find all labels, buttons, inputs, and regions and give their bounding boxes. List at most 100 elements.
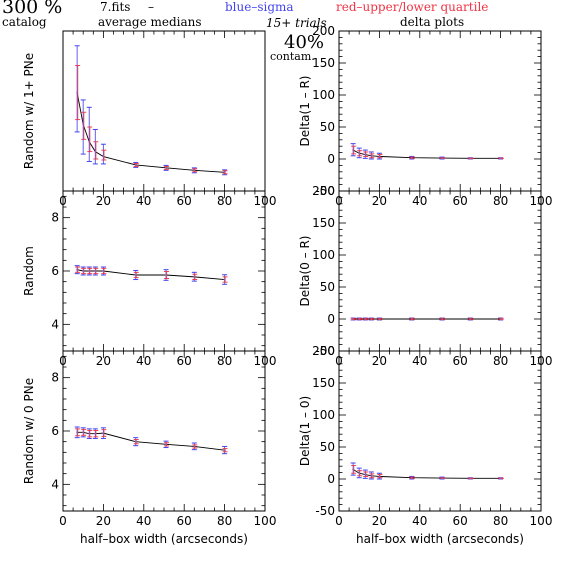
y-tick-label: 150: [312, 56, 335, 70]
x-tick-label: 80: [217, 194, 232, 208]
median-point: [358, 318, 361, 320]
y-tick-label: 0: [327, 312, 335, 326]
median-point: [378, 155, 381, 158]
y-axis-label: Delta(1 – R): [298, 76, 312, 147]
medians-label: average medians: [98, 15, 202, 29]
y-tick-label: 6: [51, 264, 59, 278]
panel-frame: [338, 30, 542, 192]
median-point: [102, 270, 105, 272]
y-axis-label: Delta(1 – 0): [298, 396, 312, 466]
contam-label: contam.: [270, 50, 315, 63]
x-tick-label: 40: [412, 194, 427, 208]
median-point: [364, 318, 367, 320]
y-tick-label: 8: [51, 371, 59, 385]
median-point: [134, 164, 137, 166]
median-point: [410, 318, 413, 320]
x-tick-label: 60: [177, 354, 192, 368]
median-point: [499, 477, 502, 480]
y-tick-label: 0: [327, 472, 335, 486]
x-axis-label: half–box width (arcseconds): [80, 532, 248, 546]
median-point: [193, 169, 196, 172]
x-tick-label: 20: [372, 354, 387, 368]
red-quartile-label: red–upper/lower quartile: [336, 0, 489, 14]
median-point: [82, 123, 85, 126]
y-axis-label: Random w/ 1+ PNe: [22, 53, 36, 169]
median-point: [76, 268, 79, 271]
x-tick-label: 0: [335, 514, 343, 528]
median-point: [94, 432, 97, 435]
median-point: [358, 152, 361, 155]
x-tick-label: 100: [254, 514, 277, 528]
x-tick-label: 40: [136, 514, 151, 528]
median-point: [88, 270, 91, 272]
y-tick-label: 200: [312, 24, 335, 38]
x-tick-label: 60: [453, 354, 468, 368]
median-point: [441, 318, 443, 320]
median-line: [77, 431, 225, 451]
x-tick-label: 20: [96, 194, 111, 208]
panel-frame: [338, 350, 542, 512]
median-point: [165, 274, 167, 276]
blue-sigma-label: blue–sigma: [225, 0, 294, 14]
x-tick-label: 80: [217, 354, 232, 368]
x-tick-label: 20: [372, 194, 387, 208]
y-tick-label: 4: [51, 477, 59, 491]
median-point: [370, 318, 373, 320]
median-point: [134, 440, 137, 443]
header-dash: –: [148, 0, 154, 14]
median-point: [88, 140, 91, 143]
median-point: [223, 278, 226, 281]
median-point: [193, 445, 196, 448]
panel-frame: [62, 350, 266, 512]
y-tick-label: 200: [312, 184, 335, 198]
median-point: [193, 275, 196, 278]
median-point: [364, 153, 367, 156]
x-tick-label: 100: [530, 514, 553, 528]
x-tick-label: 40: [136, 194, 151, 208]
x-tick-label: 80: [493, 354, 508, 368]
median-point: [370, 154, 373, 157]
median-point: [410, 156, 413, 159]
catalog-label: catalog: [2, 15, 47, 29]
y-axis-label: Delta(0 – R): [298, 236, 312, 307]
x-tick-label: 80: [493, 514, 508, 528]
median-point: [352, 318, 355, 320]
y-axis-label: Random w/ 0 PNe: [22, 378, 36, 484]
median-point: [364, 473, 367, 476]
y-tick-label: 0: [327, 152, 335, 166]
median-point: [358, 472, 361, 475]
median-point: [378, 475, 381, 478]
x-tick-label: 80: [217, 514, 232, 528]
median-point: [134, 274, 137, 276]
y-tick-label: 4: [51, 317, 59, 331]
y-tick-label: 50: [320, 280, 335, 294]
median-line: [77, 269, 225, 280]
y-tick-label: -50: [315, 504, 335, 518]
scale-label: 300 %: [2, 0, 63, 18]
median-point: [499, 318, 502, 320]
x-tick-label: 40: [136, 354, 151, 368]
x-tick-label: 80: [493, 194, 508, 208]
median-point: [102, 432, 105, 435]
median-point: [223, 171, 226, 174]
y-tick-label: 100: [312, 88, 335, 102]
median-line: [76, 92, 225, 173]
y-tick-label: 50: [320, 440, 335, 454]
y-tick-label: 150: [312, 216, 335, 230]
x-tick-label: 60: [453, 194, 468, 208]
trials-label: 15+ trials: [266, 16, 327, 30]
median-point: [82, 270, 85, 272]
median-point: [352, 149, 355, 151]
median-point: [370, 474, 373, 477]
median-point: [469, 157, 472, 160]
median-point: [94, 270, 97, 272]
x-tick-label: 20: [96, 354, 111, 368]
contam-value: 40%: [284, 32, 325, 53]
median-point: [165, 166, 167, 169]
median-point: [88, 432, 91, 435]
median-point: [165, 443, 167, 446]
y-tick-label: -50: [315, 344, 335, 358]
y-tick-label: 200: [312, 344, 335, 358]
median-point: [82, 431, 85, 434]
